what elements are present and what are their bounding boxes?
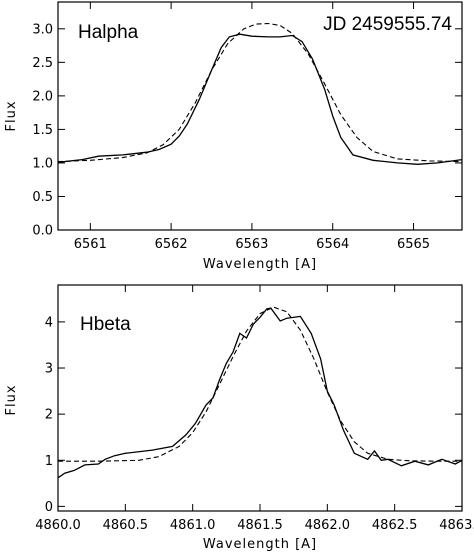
hbeta-fit-line	[58, 306, 462, 462]
hbeta-x-tick-label: 4863.0	[439, 518, 474, 533]
halpha-panel: 6561 6562 6563 6564 6565 0.0 0.5 1.0 1.5 2.0 2.5 3…	[4, 1, 463, 272]
halpha-fit-line	[58, 22, 462, 163]
halpha-x-axis-title: Wavelength [A]	[203, 257, 317, 272]
hbeta-observed-line	[58, 307, 462, 479]
halpha-y-tick-label: 1.5	[32, 123, 53, 138]
hbeta-y-tick-label: 2	[45, 408, 53, 423]
hbeta-y-tick-label: 1	[45, 454, 53, 469]
halpha-y-tick-label: 1.0	[32, 156, 53, 171]
hbeta-x-tick-label: 4862.0	[305, 518, 351, 533]
hbeta-y-tick-label: 4	[45, 315, 53, 330]
halpha-x-tick-label: 6563	[235, 237, 268, 252]
halpha-x-tick-label: 6562	[155, 237, 188, 252]
halpha-x-ticks: 6561 6562 6563 6564 6565	[74, 2, 430, 252]
hbeta-y-axis-title: Flux	[4, 384, 19, 415]
hbeta-y-tick-label: 0	[45, 500, 53, 515]
hbeta-label: Hbeta	[80, 314, 131, 335]
halpha-observed-line	[58, 33, 462, 165]
hbeta-x-tick-label: 4861.5	[237, 518, 283, 533]
halpha-y-axis-title: Flux	[4, 100, 19, 131]
hbeta-x-tick-label: 4861.0	[170, 518, 216, 533]
halpha-y-tick-label: 0.5	[32, 190, 53, 205]
halpha-y-ticks: 0.0 0.5 1.0 1.5 2.0 2.5 3.0	[32, 22, 462, 239]
halpha-x-tick-label: 6564	[316, 237, 349, 252]
hbeta-y-ticks: 0 1 2 3 4	[45, 315, 462, 515]
hbeta-panel: 4860.0 4860.5 4861.0 4861.5 4862.0 4862.5 4863…	[4, 284, 474, 552]
halpha-y-tick-label: 3.0	[32, 22, 53, 37]
halpha-y-tick-label: 2.5	[32, 56, 53, 71]
hbeta-x-tick-label: 4860.0	[35, 518, 81, 533]
halpha-y-tick-label: 2.0	[32, 89, 53, 104]
halpha-y-tick-label: 0.0	[32, 224, 53, 239]
halpha-x-tick-label: 6565	[397, 237, 430, 252]
halpha-plot-frame	[57, 1, 463, 231]
hbeta-y-tick-label: 3	[45, 362, 53, 377]
hbeta-x-ticks: 4860.0 4860.5 4861.0 4861.5 4862.0 4862.5 4863…	[35, 285, 474, 533]
hbeta-series	[58, 306, 462, 479]
julian-date-label: JD 2459555.74	[323, 14, 452, 35]
halpha-series	[58, 22, 462, 165]
hbeta-x-tick-label: 4862.5	[372, 518, 418, 533]
halpha-x-tick-label: 6561	[74, 237, 107, 252]
hbeta-x-axis-title: Wavelength [A]	[203, 537, 317, 552]
halpha-label: Halpha	[78, 22, 139, 43]
hbeta-x-tick-label: 4860.5	[103, 518, 149, 533]
